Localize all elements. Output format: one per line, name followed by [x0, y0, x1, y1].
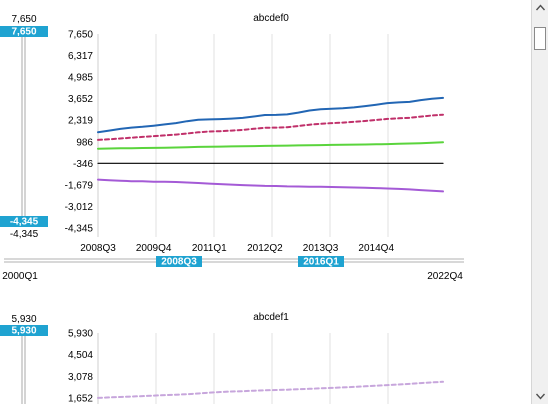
series-line-green [97, 141, 444, 150]
y-tick-label: 7,650 [68, 30, 93, 41]
y-tick-label: -346 [73, 159, 93, 170]
vertical-scrollbar[interactable] [531, 0, 548, 404]
y-tick-label: 6,317 [68, 51, 93, 62]
chart-title: abcdef1 [253, 312, 289, 323]
scroll-thumb[interactable] [534, 27, 546, 50]
chart-title: abcdef0 [253, 13, 289, 24]
x-tick-label: 2012Q2 [247, 243, 283, 254]
y-slider-top-badge-bg [0, 26, 48, 37]
y-tick-label: 2,319 [68, 116, 93, 127]
y-slider-top-value: 7,650 [11, 14, 36, 25]
y-tick-label: 986 [76, 137, 93, 148]
range-slider-right-handle-bg [298, 256, 344, 267]
scroll-down-button[interactable] [533, 388, 548, 404]
series-line-dashed_lavender [97, 380, 444, 399]
arrow-up-icon [535, 4, 546, 11]
y-tick-label: 3,078 [68, 372, 93, 383]
y-tick-label: 5,930 [68, 329, 93, 340]
series-line-purple [97, 178, 444, 193]
range-slider-left-handle-bg [156, 256, 202, 267]
x-tick-label: 2013Q3 [303, 243, 339, 254]
range-slider-start-label: 2000Q1 [2, 271, 38, 282]
range-slider-end-label: 2022Q4 [427, 271, 463, 282]
y-tick-label: 4,985 [68, 73, 93, 84]
range-slider-left-handle: 2008Q3 [161, 257, 197, 268]
y-slider-top-badge-bg [0, 325, 48, 336]
y-tick-label: 3,652 [68, 94, 93, 105]
y-tick-label: -1,679 [65, 180, 94, 191]
y-slider-top-value: 5,930 [11, 314, 36, 325]
x-tick-label: 2011Q1 [192, 243, 227, 254]
range-slider-right-handle: 2016Q1 [303, 257, 339, 268]
y-slider-bottom-badge-bg [0, 216, 48, 227]
x-tick-label: 2014Q4 [358, 243, 394, 254]
series-line-dashed_red [97, 113, 444, 141]
chart-stage: abcdef0 7,650 6,317 4,985 3,652 2,319 986 -346 -… [0, 13, 464, 405]
series-line-blue [97, 96, 444, 134]
y-tick-label: 4,504 [68, 350, 93, 361]
arrow-down-icon [535, 393, 546, 400]
scroll-up-button[interactable] [533, 0, 548, 16]
y-slider-top-badge: 7,650 [11, 27, 36, 38]
y-slider-bottom-badge: -4,345 [10, 217, 39, 228]
y-tick-label: 1,652 [68, 394, 93, 405]
charts-svg: abcdef0 7,650 6,317 4,985 3,652 2,319 986 -346 -… [0, 13, 464, 405]
y-slider-top-badge: 5,930 [11, 326, 36, 337]
y-tick-label: -3,012 [65, 202, 94, 213]
y-slider-bottom-value: -4,345 [10, 229, 39, 240]
x-tick-label: 2009Q4 [136, 243, 172, 254]
x-tick-label: 2008Q3 [80, 243, 116, 254]
y-tick-label: -4,345 [65, 224, 94, 235]
